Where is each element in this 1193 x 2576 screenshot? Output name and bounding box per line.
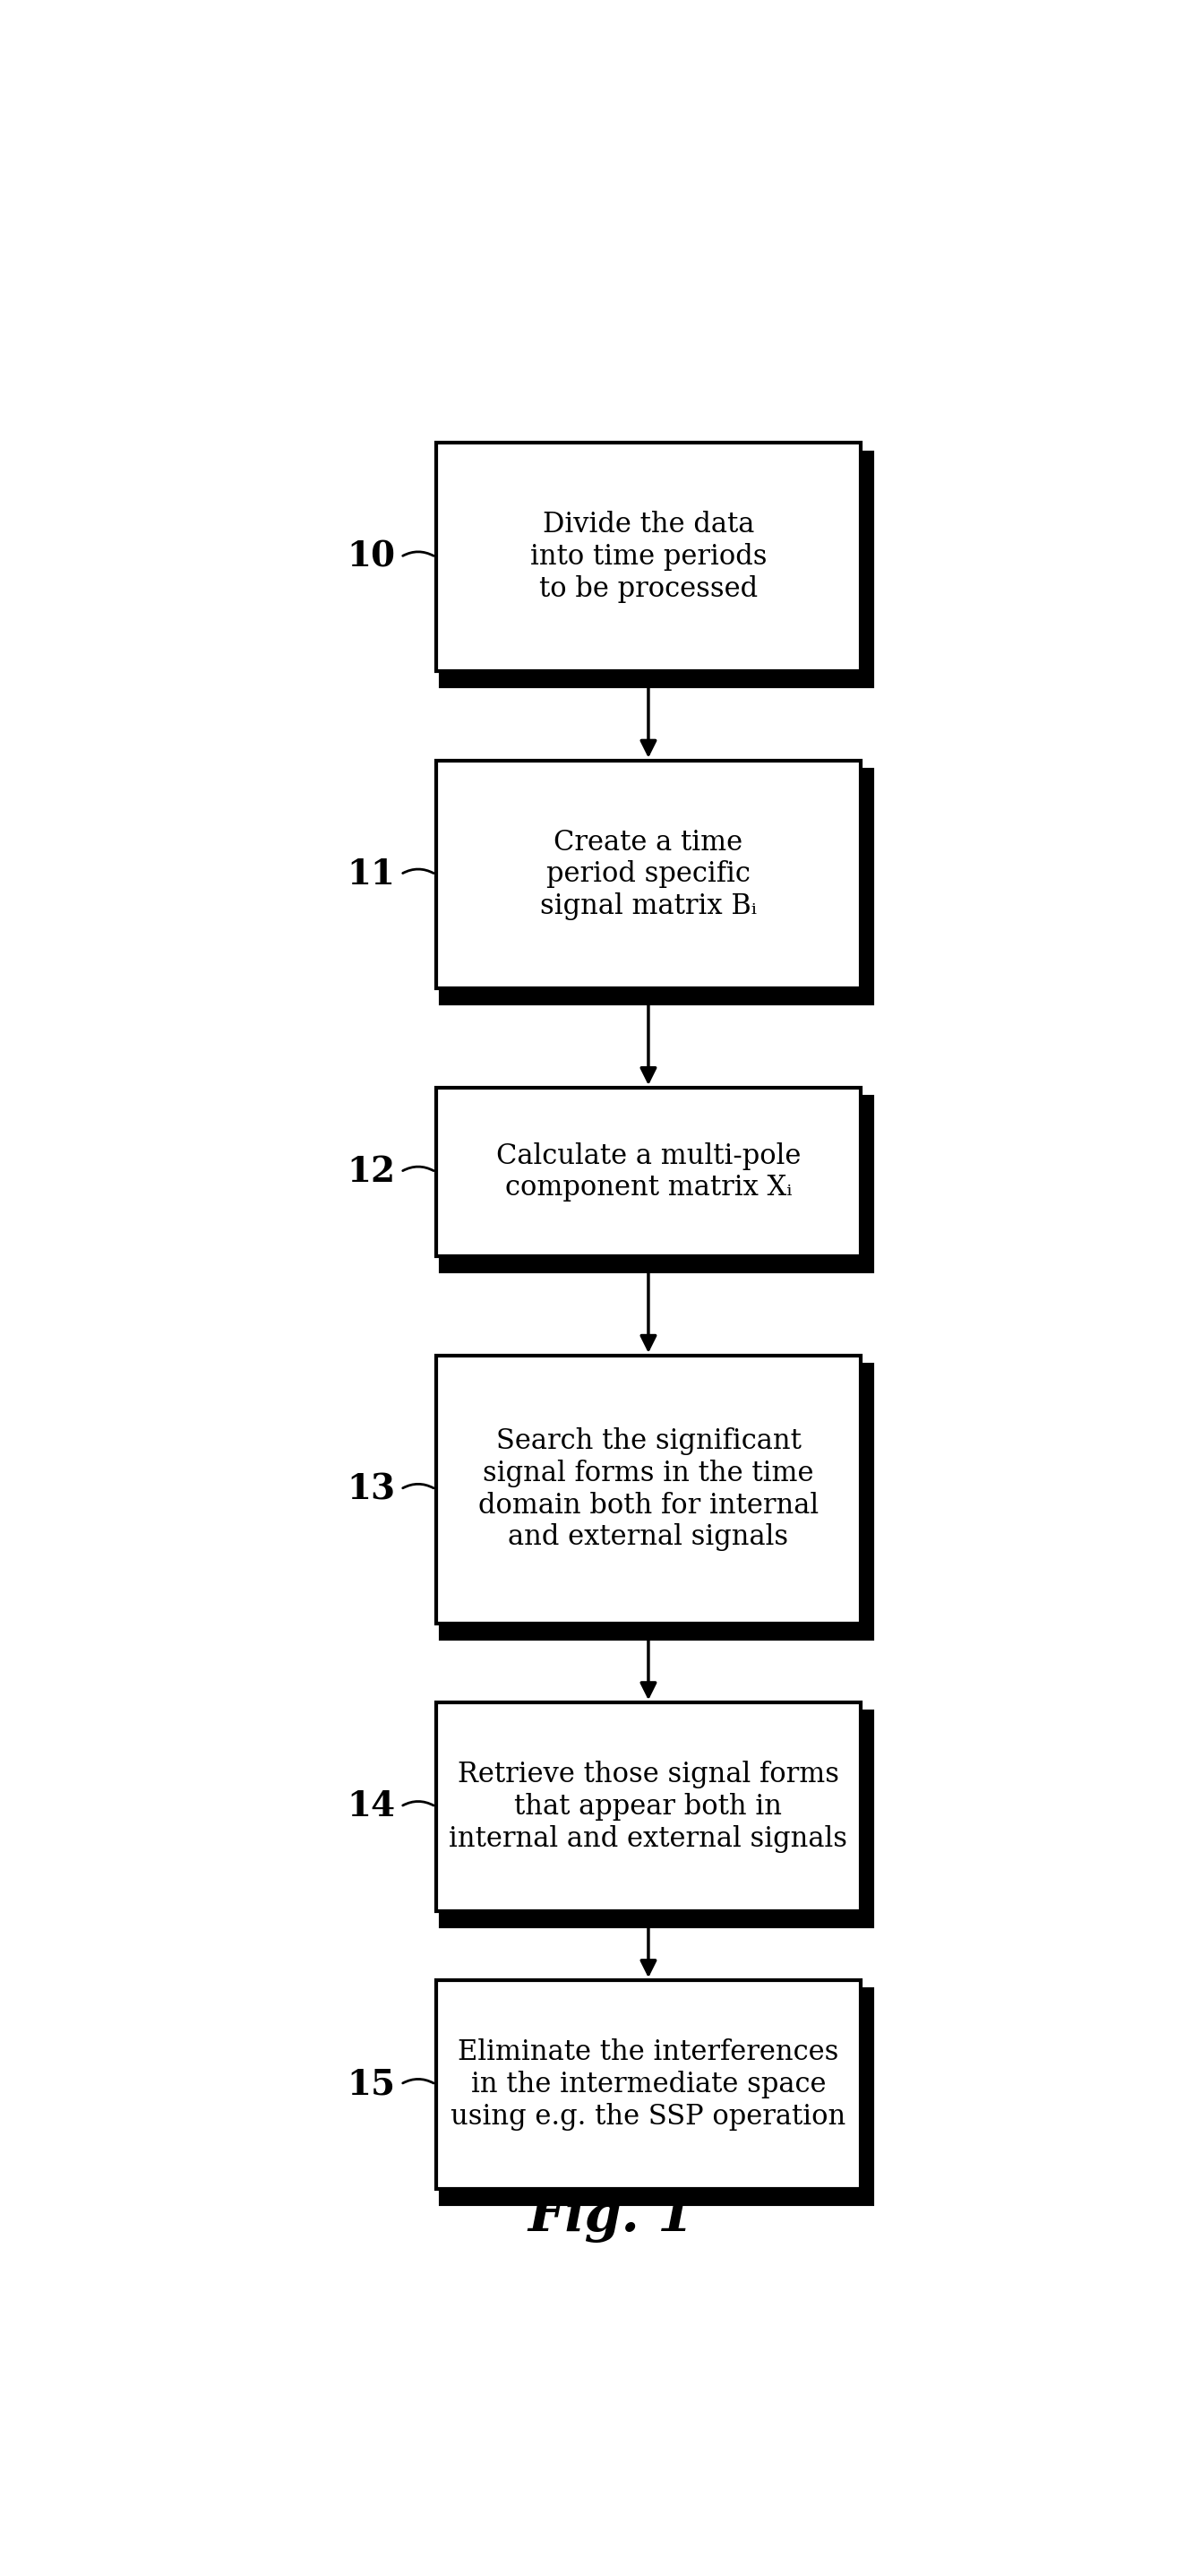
- Text: 15: 15: [347, 2069, 395, 2102]
- Bar: [443, 456, 869, 683]
- Text: 10: 10: [347, 541, 395, 574]
- Text: Eliminate the interferences
in the intermediate space
using e.g. the SSP operati: Eliminate the interferences in the inter…: [451, 2038, 846, 2130]
- Bar: [435, 760, 861, 989]
- Text: 13: 13: [347, 1473, 395, 1507]
- Bar: [443, 1100, 869, 1267]
- Text: 12: 12: [347, 1154, 395, 1190]
- Text: Calculate a multi-pole
component matrix Xᵢ: Calculate a multi-pole component matrix …: [496, 1141, 801, 1203]
- Text: Create a time
period specific
signal matrix Bᵢ: Create a time period specific signal mat…: [540, 829, 756, 920]
- Bar: [435, 1355, 861, 1623]
- Bar: [435, 1087, 861, 1257]
- Text: Divide the data
into time periods
to be processed: Divide the data into time periods to be …: [530, 510, 767, 603]
- Text: 11: 11: [347, 858, 395, 891]
- Text: Search the significant
signal forms in the time
domain both for internal
and ext: Search the significant signal forms in t…: [478, 1427, 818, 1551]
- Text: Fig. 1: Fig. 1: [528, 2192, 694, 2244]
- Bar: [443, 1368, 869, 1636]
- Bar: [435, 1981, 861, 2190]
- Bar: [435, 443, 861, 672]
- Bar: [443, 1716, 869, 1922]
- Text: 14: 14: [347, 1790, 395, 1824]
- Bar: [435, 1703, 861, 1911]
- Text: Retrieve those signal forms
that appear both in
internal and external signals: Retrieve those signal forms that appear …: [449, 1762, 848, 1852]
- Bar: [443, 773, 869, 999]
- Bar: [443, 1991, 869, 2200]
